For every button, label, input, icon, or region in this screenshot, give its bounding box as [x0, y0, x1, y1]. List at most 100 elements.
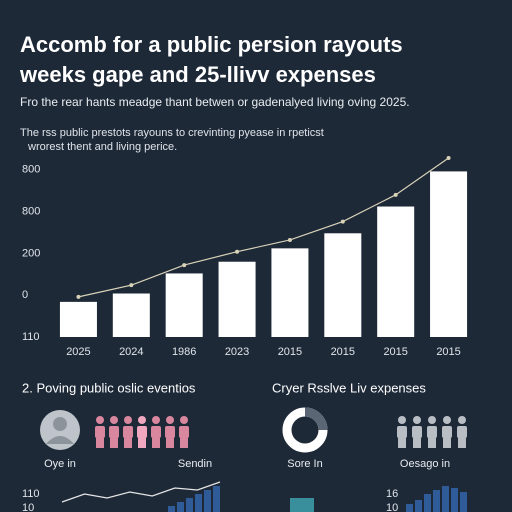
person-body	[412, 426, 422, 438]
bar	[165, 273, 203, 337]
panel-heading: 2. Poving public oslic eventios	[22, 380, 196, 395]
trend-point	[393, 192, 398, 197]
bar	[377, 206, 415, 337]
y-tick-label: 200	[22, 247, 40, 259]
person-legs	[138, 438, 146, 448]
x-tick-label: 2015	[383, 346, 407, 358]
person-body	[179, 426, 189, 438]
person-head	[428, 416, 436, 424]
avatar-head	[53, 417, 67, 431]
person-head	[110, 416, 118, 424]
title: weeks gape and 25-llivv expenses	[19, 62, 376, 87]
bar	[324, 233, 362, 337]
bar	[59, 301, 97, 337]
person-legs	[398, 438, 406, 448]
y-tick-label: 800	[22, 205, 40, 217]
mini-bar	[195, 494, 202, 512]
person-head	[398, 416, 406, 424]
person-legs	[180, 438, 188, 448]
mini-bar	[442, 486, 449, 512]
person-legs	[96, 438, 104, 448]
mini-tick-label: 10	[22, 502, 34, 512]
x-tick-label: 1986	[172, 346, 196, 358]
title: Accomb for a public persion rayouts	[20, 32, 403, 57]
donut-segment	[304, 407, 328, 431]
person-body	[151, 426, 161, 438]
trend-point	[129, 283, 134, 288]
person-head	[124, 416, 132, 424]
mini-bar	[424, 494, 431, 512]
person-head	[413, 416, 421, 424]
item-label: Oesago in	[400, 458, 450, 470]
person-body	[137, 426, 147, 438]
subtitle: Fro the rear hants meadge thant betwen o…	[20, 95, 410, 109]
y-tick-label: 110	[22, 331, 40, 343]
trend-point	[76, 294, 81, 299]
person-legs	[124, 438, 132, 448]
description: The rss public prestots rayouns to crevi…	[20, 127, 324, 139]
trend-point	[446, 156, 451, 161]
mini-bar	[460, 492, 467, 512]
person-body	[442, 426, 452, 438]
mini-tick-label: 16	[386, 488, 398, 500]
mini-bar	[213, 486, 220, 512]
people-icons	[95, 416, 467, 448]
mini-bar	[406, 504, 413, 512]
y-tick-label: 0	[22, 289, 28, 301]
mini-line	[61, 481, 221, 503]
person-legs	[413, 438, 421, 448]
mini-tick-label: 10	[386, 502, 398, 512]
person-body	[109, 426, 119, 438]
person-head	[166, 416, 174, 424]
description: wrorest thent and living perice.	[27, 141, 177, 153]
x-tick-label: 2025	[66, 346, 90, 358]
trend-point	[340, 219, 345, 224]
person-body	[457, 426, 467, 438]
mini-bar-accent	[290, 498, 314, 512]
trend-line	[78, 157, 449, 298]
mini-bar	[168, 506, 175, 512]
trend-point	[182, 263, 187, 268]
person-legs	[443, 438, 451, 448]
mini-bar	[451, 488, 458, 512]
bar	[112, 293, 150, 337]
person-body	[95, 426, 105, 438]
person-legs	[428, 438, 436, 448]
item-label: Sore In	[287, 458, 322, 470]
person-legs	[110, 438, 118, 448]
person-head	[152, 416, 160, 424]
y-tick-label: 800	[22, 164, 40, 176]
mini-bar	[186, 498, 193, 512]
icons	[40, 407, 328, 453]
bar	[271, 248, 309, 337]
person-head	[138, 416, 146, 424]
person-legs	[166, 438, 174, 448]
mini-bar	[204, 490, 211, 512]
person-body	[123, 426, 133, 438]
bar	[430, 171, 468, 337]
person-body	[397, 426, 407, 438]
person-legs	[458, 438, 466, 448]
person-head	[96, 416, 104, 424]
x-tick-label: 2015	[278, 346, 302, 358]
mini-tick-label: 110	[22, 488, 40, 500]
mini-bar	[415, 500, 422, 512]
person-body	[427, 426, 437, 438]
x-tick-label: 2023	[225, 346, 249, 358]
item-label: Oye in	[44, 458, 76, 470]
person-head	[458, 416, 466, 424]
panel-heading: Cryer Rsslve Liv expenses	[272, 380, 426, 395]
x-tick-label: 2015	[331, 346, 355, 358]
person-head	[180, 416, 188, 424]
trend-point	[287, 237, 292, 242]
x-tick-label: 2024	[119, 346, 143, 358]
x-tick-label: 2015	[436, 346, 460, 358]
person-legs	[152, 438, 160, 448]
person-body	[165, 426, 175, 438]
mini-bar	[177, 502, 184, 512]
person-head	[443, 416, 451, 424]
bar	[218, 261, 256, 337]
trend-point	[235, 249, 240, 254]
